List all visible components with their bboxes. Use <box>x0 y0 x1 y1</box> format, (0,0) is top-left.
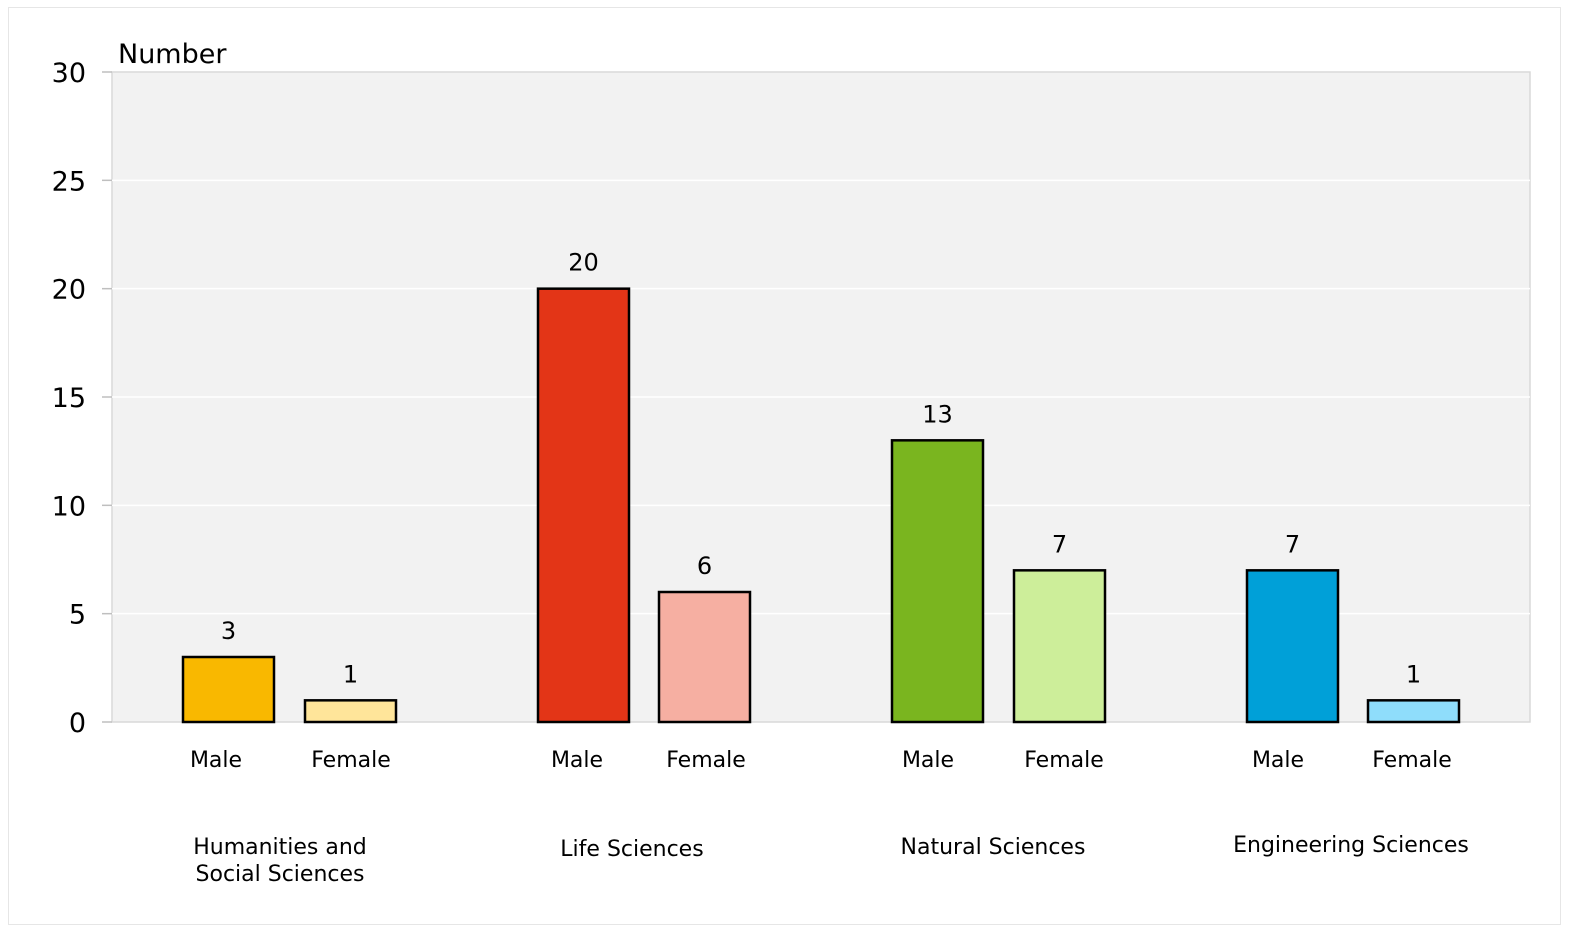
bar-female <box>1366 699 1461 724</box>
y-tick-label: 15 <box>52 383 86 414</box>
x-group-label: Humanities and <box>193 835 367 860</box>
bar-male <box>536 287 631 724</box>
y-axis-label: Number <box>118 39 227 70</box>
y-tick-label: 10 <box>52 491 86 522</box>
bar-male <box>181 655 276 724</box>
y-tick-label: 25 <box>52 166 86 197</box>
bar-female <box>1012 569 1107 724</box>
x-group-label: Engineering Sciences <box>1233 833 1469 858</box>
data-label: 7 <box>1052 530 1067 558</box>
x-sub-label: Male <box>1252 748 1304 773</box>
bar-female <box>303 699 398 724</box>
x-group-label: Social Sciences <box>196 862 365 887</box>
bar-male <box>890 439 985 724</box>
bar-female <box>657 590 752 724</box>
data-label: 1 <box>1406 660 1421 688</box>
data-label: 6 <box>697 552 712 580</box>
data-label: 3 <box>221 617 236 645</box>
data-label: 20 <box>568 249 599 277</box>
x-sub-label: Female <box>1372 748 1452 773</box>
data-label: 7 <box>1285 530 1300 558</box>
x-group-label: Natural Sciences <box>901 835 1086 860</box>
y-tick-label: 20 <box>52 275 86 306</box>
y-tick-label: 0 <box>69 708 86 739</box>
y-tick-label: 5 <box>69 600 86 631</box>
x-sub-label: Female <box>311 748 391 773</box>
x-sub-label: Male <box>902 748 954 773</box>
data-label: 1 <box>343 660 358 688</box>
x-group-label: Life Sciences <box>560 837 703 862</box>
bar-male <box>1245 569 1340 724</box>
data-label: 13 <box>922 400 953 428</box>
x-sub-label: Female <box>1024 748 1104 773</box>
y-tick-label: 30 <box>52 58 86 89</box>
x-sub-label: Female <box>666 748 746 773</box>
x-sub-label: Male <box>551 748 603 773</box>
x-sub-label: Male <box>190 748 242 773</box>
